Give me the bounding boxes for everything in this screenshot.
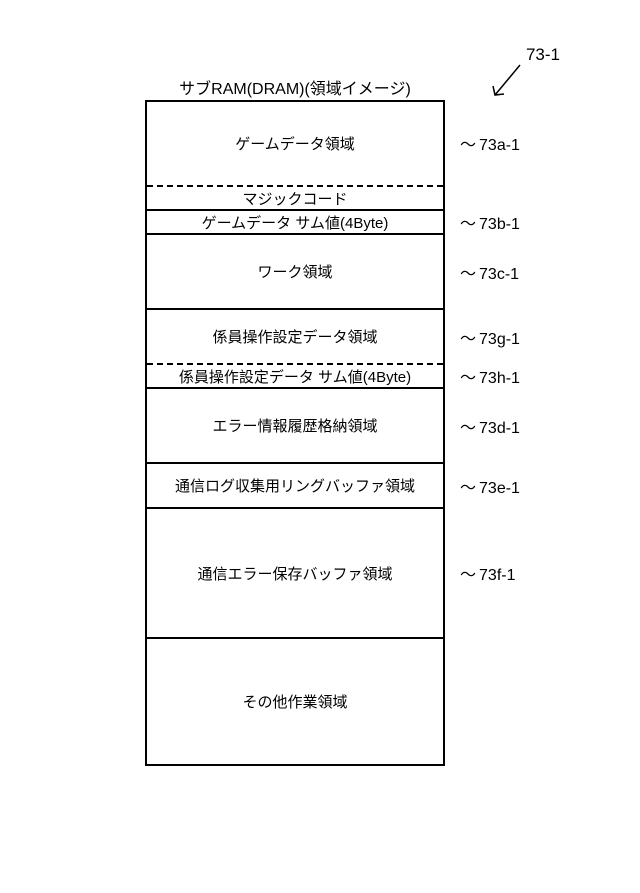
region-label: 係員操作設定データ領域: [212, 326, 377, 347]
memory-region: ワーク領域: [147, 235, 443, 310]
region-label: 通信エラー保存バッファ領域: [197, 563, 392, 584]
reference-text: 73f-1: [479, 567, 515, 584]
reference-label: 〜73e-1: [460, 474, 520, 498]
memory-region: 係員操作設定データ領域: [147, 310, 443, 365]
reference-text: 73b-1: [479, 216, 520, 233]
region-label: ワーク領域: [257, 261, 332, 282]
tilde-symbol: 〜: [460, 567, 476, 584]
tilde-symbol: 〜: [460, 216, 476, 233]
region-label: ゲームデータ サム値(4Byte): [202, 212, 389, 233]
region-label: 通信ログ収集用リングバッファ領域: [175, 475, 415, 496]
tilde-symbol: 〜: [460, 266, 476, 283]
region-label: エラー情報履歴格納領域: [212, 415, 377, 436]
reference-label: 〜73g-1: [460, 325, 520, 349]
memory-region: 通信ログ収集用リングバッファ領域: [147, 464, 443, 509]
tilde-symbol: 〜: [460, 480, 476, 497]
reference-text: 73h-1: [479, 370, 520, 387]
region-label: その他作業領域: [242, 691, 347, 712]
region-label: マジックコード: [242, 188, 347, 209]
diagram-title: サブRAM(DRAM)(領域イメージ): [179, 75, 411, 99]
reference-text: 73a-1: [479, 137, 520, 154]
memory-map-container: ゲームデータ領域マジックコードゲームデータ サム値(4Byte) ワーク領域係員操…: [145, 100, 445, 766]
reference-label: 〜73b-1: [460, 210, 520, 234]
memory-region: ゲームデータ領域: [147, 102, 443, 187]
tilde-symbol: 〜: [460, 370, 476, 387]
memory-region: その他作業領域: [147, 639, 443, 764]
memory-region: 係員操作設定データ サム値(4Byte): [147, 365, 443, 389]
reference-label: 〜73h-1: [460, 364, 520, 388]
reference-label: 〜73f-1: [460, 561, 515, 585]
reference-text: 73e-1: [479, 480, 520, 497]
top-reference-label: 73-1: [526, 45, 560, 65]
tilde-symbol: 〜: [460, 331, 476, 348]
reference-label: 〜73a-1: [460, 131, 520, 155]
tilde-symbol: 〜: [460, 420, 476, 437]
reference-label: 〜73d-1: [460, 414, 520, 438]
arrow-indicator: [485, 60, 525, 100]
tilde-symbol: 〜: [460, 137, 476, 154]
memory-region: 通信エラー保存バッファ領域: [147, 509, 443, 639]
region-label: ゲームデータ領域: [235, 133, 355, 154]
memory-region: マジックコード: [147, 187, 443, 211]
reference-text: 73d-1: [479, 420, 520, 437]
reference-text: 73g-1: [479, 331, 520, 348]
memory-region: ゲームデータ サム値(4Byte): [147, 211, 443, 235]
region-label: 係員操作設定データ サム値(4Byte): [179, 366, 411, 387]
reference-label: 〜73c-1: [460, 260, 519, 284]
title-row: サブRAM(DRAM)(領域イメージ): [145, 75, 445, 99]
memory-region: エラー情報履歴格納領域: [147, 389, 443, 464]
reference-text: 73c-1: [479, 266, 519, 283]
